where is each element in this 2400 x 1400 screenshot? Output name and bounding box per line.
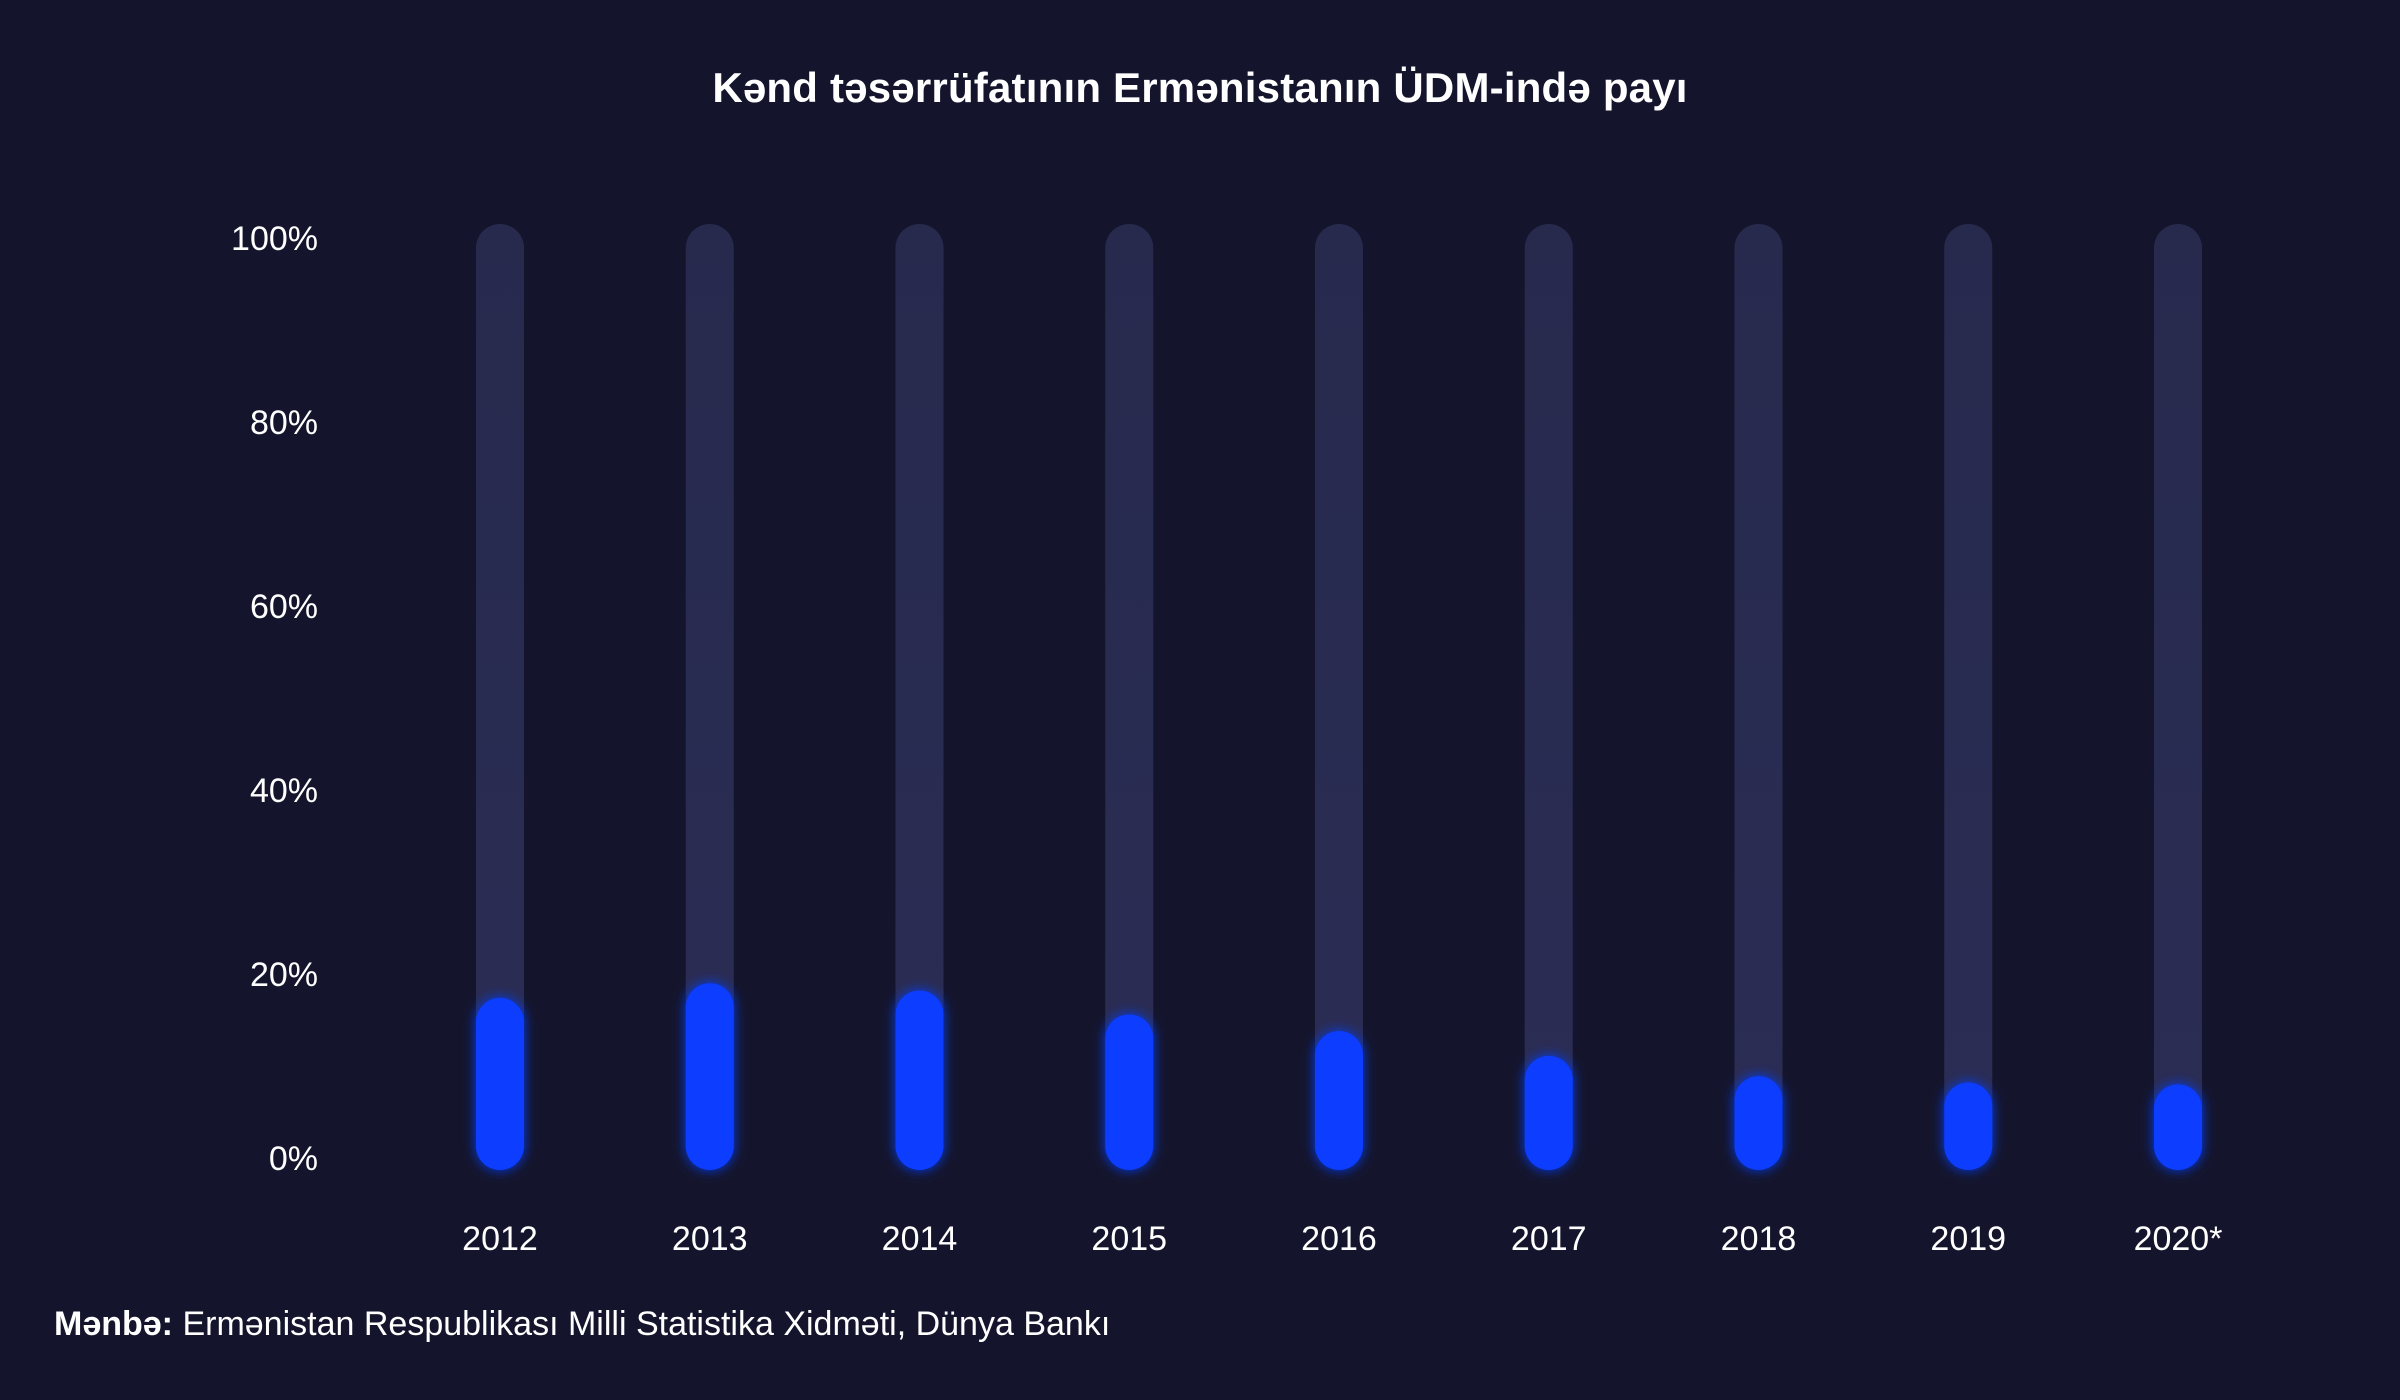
y-tick-label: 20% — [250, 956, 318, 994]
bar-track — [1734, 224, 1783, 1170]
bar — [685, 983, 734, 1170]
y-tick-label: 0% — [269, 1140, 318, 1178]
y-tick-label: 60% — [250, 588, 318, 626]
x-tick-label: 2014 — [882, 1220, 958, 1258]
bar-track — [1315, 224, 1363, 1170]
x-tick-label: 2016 — [1301, 1220, 1377, 1258]
chart-title: Kənd təsərrüfatının Ermənistanın ÜDM-ind… — [712, 64, 1688, 111]
bars — [476, 983, 2202, 1170]
y-tick-label: 80% — [250, 404, 318, 442]
x-axis: 2012 2013 2014 2015 2016 2017 2018 2019 2020* — [462, 1220, 2222, 1258]
bar — [1734, 1076, 1783, 1170]
x-tick-label: 2020* — [2134, 1220, 2223, 1258]
bar-track — [2154, 224, 2202, 1170]
source-note: Mənbə: Ermənistan Respublikası Milli Sta… — [54, 1305, 1110, 1344]
y-tick-label: 100% — [231, 220, 318, 258]
bar — [2154, 1084, 2202, 1170]
y-tick-label: 40% — [250, 772, 318, 810]
bar-track — [685, 224, 734, 1170]
y-axis: 0% 20% 40% 60% 80% 100% — [231, 220, 318, 1178]
bar — [895, 990, 944, 1170]
bar — [1524, 1055, 1573, 1170]
bar-track — [1524, 224, 1573, 1170]
source-label: Mənbə: — [54, 1305, 173, 1343]
source-text: Ermənistan Respublikası Milli Statistika… — [182, 1305, 1111, 1343]
x-tick-label: 2013 — [672, 1220, 748, 1258]
x-tick-label: 2018 — [1721, 1220, 1797, 1258]
x-tick-label: 2015 — [1091, 1220, 1167, 1258]
x-tick-label: 2017 — [1511, 1220, 1587, 1258]
bar-track — [895, 224, 944, 1170]
bar — [1944, 1082, 1993, 1170]
bar-track — [1944, 224, 1993, 1170]
bar-track — [1105, 224, 1154, 1170]
x-tick-label: 2019 — [1930, 1220, 2006, 1258]
bar-tracks — [476, 224, 2202, 1170]
x-tick-label: 2012 — [462, 1220, 538, 1258]
bar — [1315, 1031, 1363, 1170]
bar — [1105, 1014, 1154, 1170]
bar-track — [476, 224, 524, 1170]
bar — [476, 997, 524, 1170]
